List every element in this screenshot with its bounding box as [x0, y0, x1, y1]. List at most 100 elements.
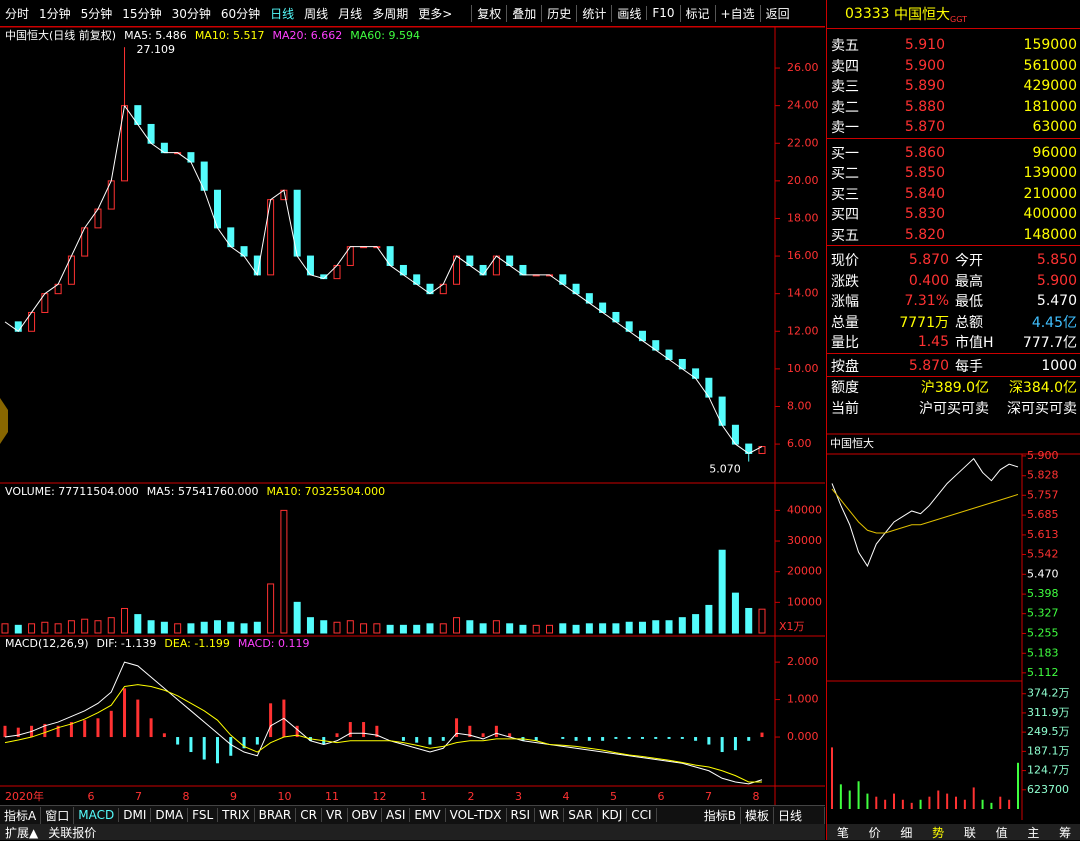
- volume-bar: [479, 623, 487, 634]
- period-tab[interactable]: 1分钟: [39, 6, 71, 21]
- bottom-tab[interactable]: 关联报价: [48, 825, 97, 840]
- tool-button[interactable]: 标记: [679, 4, 715, 22]
- indicator-tab[interactable]: DMA: [151, 808, 189, 822]
- period-tab[interactable]: 30分钟: [171, 6, 211, 21]
- macd-bar: [574, 737, 578, 741]
- period-tab[interactable]: 月线: [338, 6, 363, 21]
- quote-tab[interactable]: 势: [932, 826, 945, 840]
- tool-button[interactable]: F10: [646, 6, 679, 20]
- volume-bar: [453, 617, 461, 634]
- y-tick-label: 20000: [787, 565, 822, 578]
- order-label: 卖五: [831, 38, 859, 55]
- y-tick-label: 187.1万: [1027, 744, 1070, 757]
- quote-tab[interactable]: 笔: [836, 826, 849, 840]
- indicator-tab[interactable]: TRIX: [218, 808, 255, 822]
- indicator-tab[interactable]: SAR: [564, 808, 598, 822]
- panel-label: MACD: 0.119: [238, 637, 310, 650]
- quote-tab[interactable]: 联: [963, 826, 976, 840]
- macd-bar: [348, 722, 352, 738]
- volume-bar: [187, 623, 195, 634]
- tool-button[interactable]: 统计: [576, 4, 611, 22]
- period-tab[interactable]: 周线: [304, 6, 329, 21]
- stat-value: 4.45亿: [1031, 314, 1077, 331]
- dea-line: [4, 684, 763, 783]
- stat-label: 今开: [955, 253, 983, 270]
- panel-label: VOLUME: 77711504.000: [5, 485, 139, 498]
- quote-tab[interactable]: 筹: [1059, 826, 1072, 840]
- tool-button[interactable]: +自选: [714, 4, 760, 22]
- indicator-tab[interactable]: ASI: [382, 808, 411, 822]
- period-tab[interactable]: 更多>: [418, 6, 453, 21]
- indicator-tab[interactable]: FSL: [188, 808, 219, 822]
- indicator-tab[interactable]: 模板: [741, 806, 774, 824]
- indicator-tab[interactable]: 窗口: [41, 806, 75, 824]
- indicator-tab[interactable]: EMV: [410, 808, 446, 822]
- panel-label: MA10: 5.517: [195, 29, 265, 42]
- macd-bar: [16, 727, 20, 738]
- indicator-tab[interactable]: VOL-TDX: [446, 808, 507, 822]
- indicator-tab[interactable]: 指标B: [700, 806, 741, 824]
- y-tick-label: 1.000: [787, 693, 819, 706]
- tool-button[interactable]: 画线: [611, 4, 646, 22]
- volume-bar: [107, 617, 115, 634]
- indicator-tab[interactable]: CR: [296, 808, 322, 822]
- indicator-tabs: 指标A 窗口 MACD DMI DMA FSL TRIX BRAR CR VR OBV ASI EMV V…: [0, 805, 825, 824]
- x-label: 3: [515, 790, 522, 803]
- y-tick-label: 16.00: [787, 249, 819, 262]
- period-tab[interactable]: 5分钟: [80, 6, 113, 21]
- stat-label: 总量: [831, 314, 859, 331]
- code: 03333: [845, 6, 890, 22]
- bottom-tab[interactable]: 扩展▲: [5, 825, 39, 840]
- bottom-tabs: 扩展▲ 关联报价: [0, 824, 825, 840]
- quote-tab[interactable]: 细: [900, 826, 913, 840]
- side-arrow: [0, 398, 8, 444]
- period-tab[interactable]: 分时: [5, 6, 30, 21]
- macd-bar: [56, 725, 60, 738]
- indicator-tab[interactable]: MACD: [74, 808, 120, 822]
- volume-bar: [585, 623, 593, 634]
- macd-bar: [215, 737, 219, 764]
- period-tab[interactable]: 日线: [270, 6, 295, 21]
- indicator-tab[interactable]: CCI: [627, 808, 657, 822]
- x-label: 2020年: [5, 789, 44, 803]
- stat-value: 5.900: [1036, 272, 1077, 289]
- y-tick-label: 30000: [787, 534, 822, 547]
- indicator-tab[interactable]: DMI: [119, 808, 152, 822]
- y-tick-label: 623700: [1027, 783, 1069, 796]
- indicator-tab[interactable]: 指标A: [0, 806, 42, 824]
- stat-label: 现价: [831, 253, 859, 270]
- indicator-tab[interactable]: KDJ: [598, 808, 628, 822]
- volume-bar: [147, 620, 155, 634]
- tool-button[interactable]: 复权: [471, 4, 506, 22]
- indicator-tab[interactable]: VR: [322, 808, 348, 822]
- y-tick-label: 249.5万: [1027, 725, 1070, 738]
- indicator-tab[interactable]: BRAR: [255, 808, 297, 822]
- order-label: 卖三: [831, 79, 859, 96]
- stat-value: 深可买可卖: [1007, 400, 1077, 417]
- tool-button[interactable]: 历史: [541, 4, 576, 22]
- period-tab[interactable]: 15分钟: [122, 6, 162, 21]
- quote-tab[interactable]: 主: [1027, 826, 1040, 840]
- y-tick-label: 5.327: [1027, 607, 1059, 620]
- tool-button[interactable]: 叠加: [506, 4, 541, 22]
- y-tick-label: 5.828: [1027, 469, 1059, 482]
- y-tick-label: 5.470: [1027, 567, 1059, 580]
- y-tick-label: 5.112: [1027, 666, 1059, 679]
- quote-tab[interactable]: 值: [995, 826, 1008, 840]
- stat-value: 1.45: [917, 334, 949, 351]
- macd-bar: [269, 703, 273, 738]
- macd-bar: [242, 737, 246, 749]
- volume-bar: [439, 623, 447, 634]
- indicator-tab[interactable]: RSI: [507, 808, 536, 822]
- period-tab[interactable]: 60分钟: [220, 6, 261, 21]
- macd-bar: [362, 722, 366, 738]
- macd-bar: [733, 737, 737, 751]
- quote-tab[interactable]: 价: [868, 826, 881, 840]
- tool-button[interactable]: 返回: [759, 4, 795, 22]
- stat-row: 涨跌 0.400 最高 5.900: [827, 271, 1080, 292]
- indicator-tab[interactable]: OBV: [348, 808, 383, 822]
- indicator-tab[interactable]: WR: [535, 808, 565, 822]
- period-tab[interactable]: 多周期: [372, 6, 409, 21]
- order-row: 卖四 5.900 561000: [827, 56, 1080, 77]
- volume-bar: [200, 621, 208, 634]
